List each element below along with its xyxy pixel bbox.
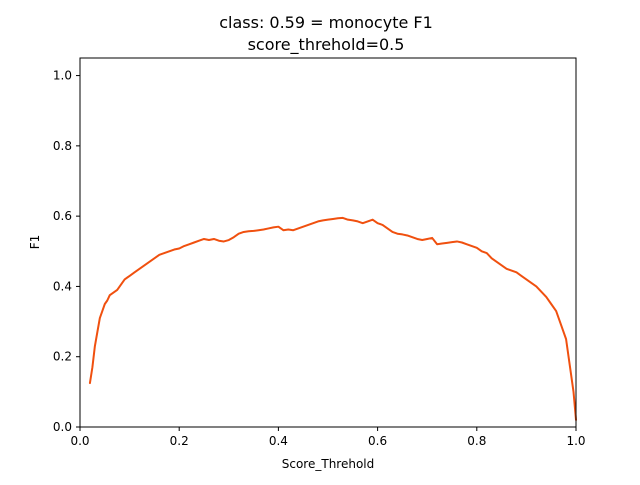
- chart-title: class: 0.59 = monocyte F1: [219, 13, 433, 32]
- series-line-0: [88, 216, 577, 421]
- y-tick-label: 0.4: [53, 279, 72, 293]
- x-tick-label: 1.0: [566, 434, 585, 448]
- y-tick-label: 1.0: [53, 69, 72, 83]
- x-tick-label: 0.8: [467, 434, 486, 448]
- x-axis-label: Score_Threhold: [282, 457, 375, 471]
- x-tick-label: 0.4: [269, 434, 288, 448]
- chart-subtitle: score_threhold=0.5: [248, 35, 405, 55]
- y-tick-label: 0.8: [53, 139, 72, 153]
- x-tick-label: 0.2: [170, 434, 189, 448]
- x-tick-label: 0.0: [70, 434, 89, 448]
- y-tick-label: 0.6: [53, 209, 72, 223]
- y-tick-label: 0.2: [53, 350, 72, 364]
- plot-area: 0.0 0.2 0.4 0.6 0.8 1.0 0.0 0.2 0.4 0.6 0.8 1.0: [53, 57, 586, 448]
- plot-frame: [79, 57, 577, 428]
- y-tick-label: 0.0: [53, 420, 72, 434]
- y-axis-label: F1: [28, 235, 42, 250]
- x-tick-label: 0.6: [368, 434, 387, 448]
